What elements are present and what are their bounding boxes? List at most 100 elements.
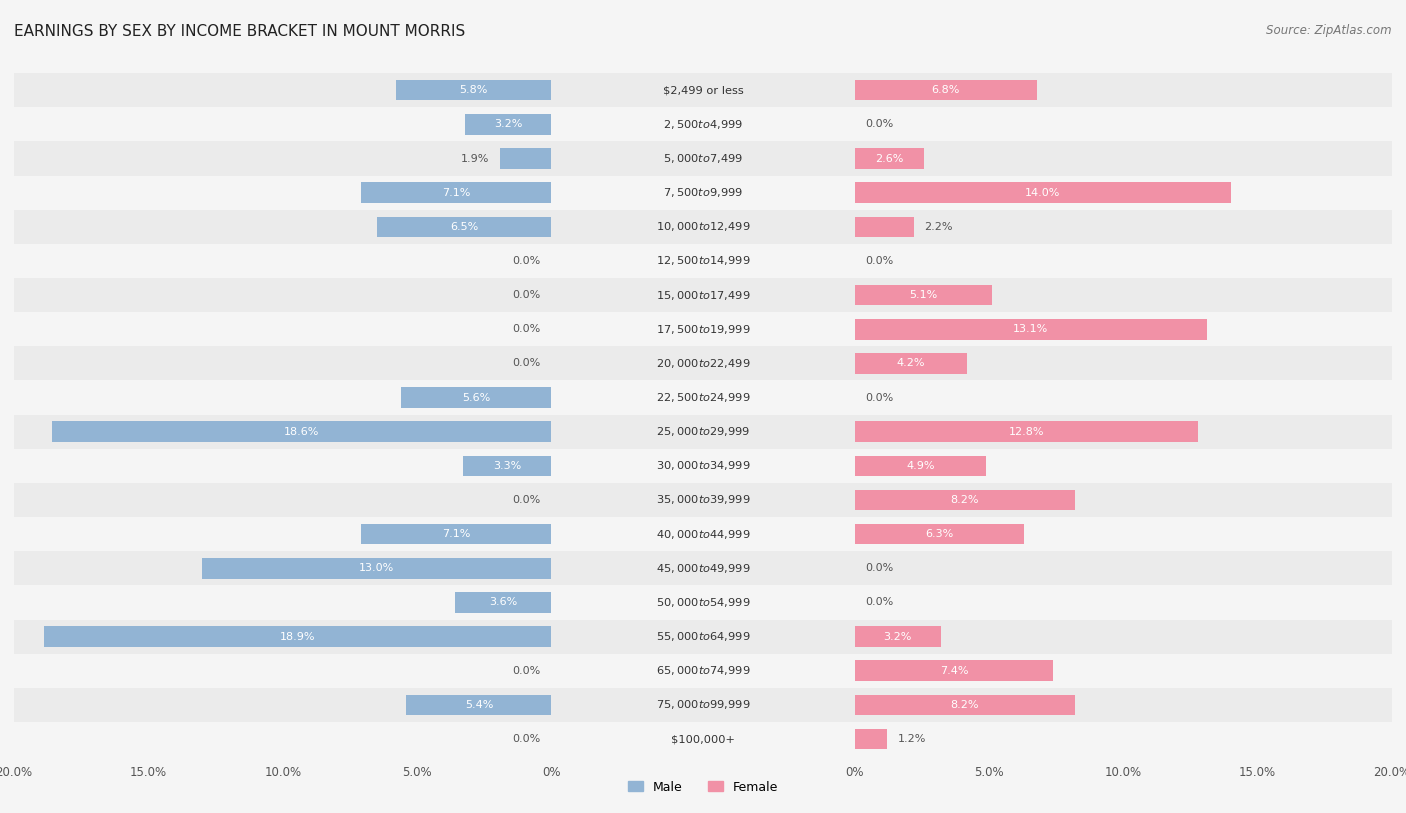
Text: 0.0%: 0.0% [512, 359, 541, 368]
Bar [855, 141, 1392, 176]
Bar [855, 312, 1392, 346]
Text: 7.4%: 7.4% [939, 666, 969, 676]
Bar [855, 278, 1392, 312]
Text: $65,000 to $74,999: $65,000 to $74,999 [655, 664, 751, 677]
Text: $2,499 or less: $2,499 or less [662, 85, 744, 95]
Bar [855, 524, 1024, 545]
Bar [14, 210, 551, 244]
Text: $22,500 to $24,999: $22,500 to $24,999 [655, 391, 751, 404]
Bar [855, 455, 986, 476]
Bar [855, 415, 1392, 449]
Text: 18.9%: 18.9% [280, 632, 315, 641]
Bar [855, 244, 1392, 278]
Text: 18.6%: 18.6% [284, 427, 319, 437]
Bar [406, 694, 551, 715]
Bar [14, 517, 551, 551]
Text: 7.1%: 7.1% [441, 529, 470, 539]
Bar [463, 455, 551, 476]
Bar [855, 517, 1392, 551]
Bar [855, 216, 914, 237]
Text: 0.0%: 0.0% [512, 495, 541, 505]
Bar [855, 319, 1206, 340]
Text: $100,000+: $100,000+ [671, 734, 735, 744]
Bar [551, 73, 855, 107]
Bar [551, 141, 855, 176]
Bar [855, 688, 1392, 722]
Bar [551, 517, 855, 551]
Text: 5.8%: 5.8% [460, 85, 488, 95]
Text: 7.1%: 7.1% [441, 188, 470, 198]
Text: 0.0%: 0.0% [865, 120, 894, 129]
Text: EARNINGS BY SEX BY INCOME BRACKET IN MOUNT MORRIS: EARNINGS BY SEX BY INCOME BRACKET IN MOU… [14, 24, 465, 39]
Text: 0.0%: 0.0% [512, 256, 541, 266]
Bar [855, 626, 941, 647]
Bar [855, 654, 1392, 688]
Bar [551, 551, 855, 585]
Text: 5.1%: 5.1% [908, 290, 938, 300]
Text: $12,500 to $14,999: $12,500 to $14,999 [655, 254, 751, 267]
Bar [377, 216, 551, 237]
Bar [855, 722, 1392, 756]
Bar [855, 346, 1392, 380]
Text: 3.3%: 3.3% [494, 461, 522, 471]
Bar [14, 449, 551, 483]
Text: $50,000 to $54,999: $50,000 to $54,999 [655, 596, 751, 609]
Bar [855, 551, 1392, 585]
Bar [501, 148, 551, 169]
Bar [454, 592, 551, 613]
Bar [14, 654, 551, 688]
Bar [855, 107, 1392, 141]
Text: $30,000 to $34,999: $30,000 to $34,999 [655, 459, 751, 472]
Text: $7,500 to $9,999: $7,500 to $9,999 [664, 186, 742, 199]
Text: 5.6%: 5.6% [463, 393, 491, 402]
Bar [855, 660, 1053, 681]
Text: $35,000 to $39,999: $35,000 to $39,999 [655, 493, 751, 506]
Text: 0.0%: 0.0% [865, 563, 894, 573]
Bar [855, 176, 1392, 210]
Bar [551, 107, 855, 141]
Bar [14, 141, 551, 176]
Bar [361, 524, 551, 545]
Bar [14, 176, 551, 210]
Text: 8.2%: 8.2% [950, 495, 979, 505]
Bar [14, 483, 551, 517]
Text: 0.0%: 0.0% [865, 598, 894, 607]
Bar [14, 722, 551, 756]
Text: Source: ZipAtlas.com: Source: ZipAtlas.com [1267, 24, 1392, 37]
Bar [14, 346, 551, 380]
Text: 14.0%: 14.0% [1025, 188, 1060, 198]
Text: $2,500 to $4,999: $2,500 to $4,999 [664, 118, 742, 131]
Bar [855, 449, 1392, 483]
Text: 6.5%: 6.5% [450, 222, 478, 232]
Bar [14, 551, 551, 585]
Bar [14, 585, 551, 620]
Bar [14, 73, 551, 107]
Text: 8.2%: 8.2% [950, 700, 979, 710]
Bar [855, 380, 1392, 415]
Text: 2.6%: 2.6% [876, 154, 904, 163]
Bar [551, 688, 855, 722]
Bar [855, 182, 1230, 203]
Bar [551, 346, 855, 380]
Bar [551, 722, 855, 756]
Bar [14, 688, 551, 722]
Bar [44, 626, 551, 647]
Bar [551, 449, 855, 483]
Text: 0.0%: 0.0% [512, 290, 541, 300]
Text: 3.2%: 3.2% [883, 632, 911, 641]
Text: $40,000 to $44,999: $40,000 to $44,999 [655, 528, 751, 541]
Bar [855, 73, 1392, 107]
Bar [855, 483, 1392, 517]
Text: 6.3%: 6.3% [925, 529, 953, 539]
Bar [551, 278, 855, 312]
Bar [14, 244, 551, 278]
Text: $20,000 to $22,499: $20,000 to $22,499 [655, 357, 751, 370]
Text: 4.9%: 4.9% [905, 461, 935, 471]
Bar [855, 285, 991, 306]
Bar [395, 80, 551, 101]
Bar [551, 312, 855, 346]
Bar [855, 489, 1076, 511]
Bar [361, 182, 551, 203]
Text: $17,500 to $19,999: $17,500 to $19,999 [655, 323, 751, 336]
Bar [14, 107, 551, 141]
